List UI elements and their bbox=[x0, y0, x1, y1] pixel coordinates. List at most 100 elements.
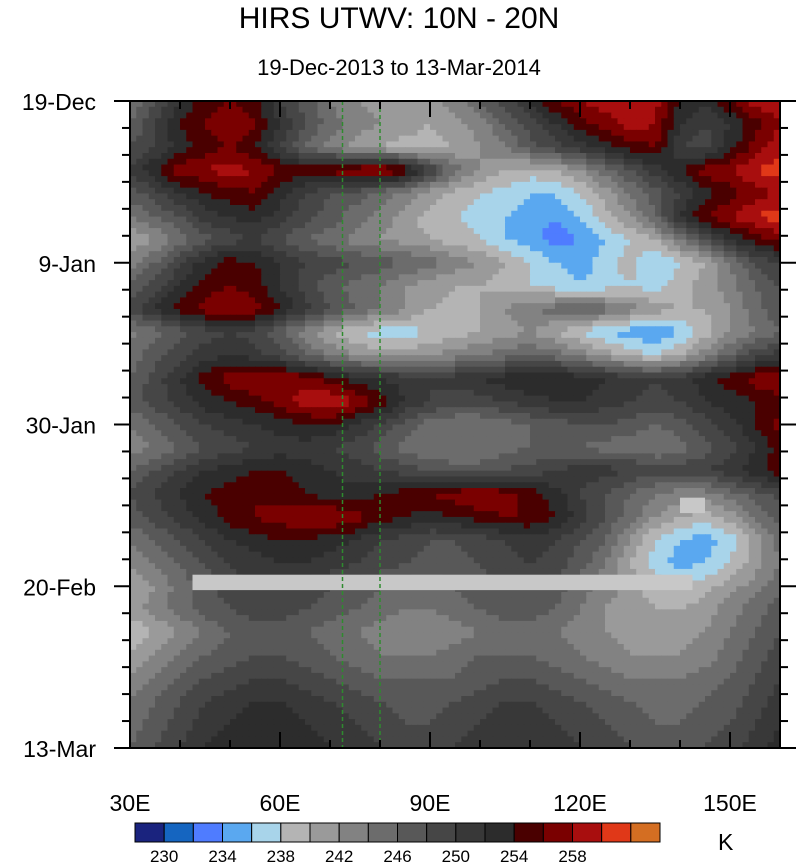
heatmap-cell bbox=[492, 280, 500, 287]
heatmap-cell bbox=[773, 135, 780, 143]
heatmap-cell bbox=[486, 164, 494, 171]
heatmap-cell bbox=[436, 239, 444, 247]
heatmap-cell bbox=[442, 210, 450, 218]
heatmap-cell bbox=[605, 274, 612, 281]
heatmap-cell bbox=[248, 360, 256, 368]
heatmap-cell bbox=[511, 280, 519, 287]
heatmap-cell bbox=[548, 106, 556, 114]
heatmap-cell bbox=[692, 332, 700, 339]
heatmap-cell bbox=[611, 147, 619, 154]
heatmap-cell bbox=[361, 129, 369, 137]
heatmap-cell bbox=[511, 297, 519, 304]
heatmap-cell bbox=[480, 268, 487, 275]
heatmap-cell bbox=[348, 176, 356, 183]
heatmap-cell bbox=[705, 170, 712, 177]
chart-title: HIRS UTWV: 10N - 20N bbox=[238, 2, 560, 35]
heatmap-cell bbox=[461, 245, 469, 252]
heatmap-cell bbox=[448, 129, 456, 137]
heatmap-cell bbox=[211, 233, 219, 241]
heatmap-cell bbox=[330, 204, 337, 212]
heatmap-cell bbox=[417, 164, 425, 171]
heatmap-cell bbox=[636, 372, 644, 379]
heatmap-cell bbox=[611, 256, 619, 264]
heatmap-cell bbox=[423, 124, 431, 131]
heatmap-cell bbox=[442, 135, 450, 143]
heatmap-cell bbox=[298, 332, 306, 339]
heatmap-cell bbox=[330, 291, 337, 299]
heatmap-cell bbox=[392, 245, 400, 252]
heatmap-cell bbox=[223, 216, 231, 223]
heatmap-cell bbox=[217, 187, 225, 195]
heatmap-cell bbox=[230, 176, 237, 183]
heatmap-cell bbox=[423, 343, 431, 351]
heatmap-cell bbox=[736, 187, 744, 195]
heatmap-cell bbox=[161, 326, 169, 333]
heatmap-cell bbox=[192, 118, 200, 125]
heatmap-cell bbox=[661, 228, 669, 235]
heatmap-cell bbox=[223, 297, 231, 304]
heatmap-cell bbox=[367, 135, 375, 143]
heatmap-cell bbox=[467, 285, 475, 293]
heatmap-cell bbox=[505, 280, 512, 287]
heatmap-cell bbox=[723, 158, 731, 166]
heatmap-cell bbox=[355, 280, 362, 287]
heatmap-cell bbox=[692, 228, 700, 235]
heatmap-cell bbox=[480, 262, 487, 270]
heatmap-cell bbox=[223, 222, 231, 229]
heatmap-cell bbox=[423, 181, 431, 189]
heatmap-cell bbox=[748, 210, 756, 218]
heatmap-cell bbox=[386, 314, 394, 322]
heatmap-cell bbox=[748, 141, 756, 148]
heatmap-cell bbox=[673, 332, 681, 339]
heatmap-cell bbox=[348, 222, 356, 229]
heatmap-cell bbox=[617, 135, 625, 143]
heatmap-cell bbox=[617, 303, 625, 310]
heatmap-cell bbox=[255, 366, 262, 374]
heatmap-cell bbox=[723, 372, 731, 379]
heatmap-cell bbox=[242, 262, 250, 270]
heatmap-cell bbox=[717, 228, 725, 235]
heatmap-cell bbox=[442, 233, 450, 241]
heatmap-cell bbox=[155, 141, 162, 148]
heatmap-cell bbox=[405, 216, 412, 223]
heatmap-cell bbox=[148, 337, 156, 345]
heatmap-cell bbox=[717, 245, 725, 252]
heatmap-cell bbox=[380, 181, 387, 189]
heatmap-cell bbox=[723, 303, 731, 310]
heatmap-cell bbox=[367, 152, 375, 160]
heatmap-cell bbox=[205, 118, 212, 125]
heatmap-cell bbox=[223, 112, 231, 119]
heatmap-cell bbox=[292, 193, 300, 200]
heatmap-cell bbox=[286, 262, 294, 270]
heatmap-cell bbox=[417, 320, 425, 327]
heatmap-cell bbox=[155, 170, 162, 177]
heatmap-cell bbox=[511, 314, 519, 322]
heatmap-cell bbox=[692, 360, 700, 368]
heatmap-cell bbox=[355, 337, 362, 345]
heatmap-cell bbox=[517, 349, 525, 356]
heatmap-cell bbox=[417, 222, 425, 229]
heatmap-cell bbox=[705, 256, 712, 264]
heatmap-cell bbox=[267, 291, 275, 299]
heatmap-cell bbox=[130, 326, 137, 333]
heatmap-cell bbox=[742, 181, 750, 189]
heatmap-cell bbox=[586, 106, 594, 114]
heatmap-cell bbox=[742, 303, 750, 310]
heatmap-cell bbox=[711, 210, 719, 218]
heatmap-cell bbox=[223, 129, 231, 137]
heatmap-cell bbox=[161, 303, 169, 310]
heatmap-cell bbox=[661, 256, 669, 264]
heatmap-cell bbox=[561, 176, 569, 183]
heatmap-cell bbox=[561, 239, 569, 247]
heatmap-cell bbox=[548, 187, 556, 195]
heatmap-cell bbox=[573, 118, 581, 125]
heatmap-cell bbox=[361, 193, 369, 200]
heatmap-cell bbox=[642, 222, 650, 229]
heatmap-cell bbox=[448, 135, 456, 143]
heatmap-cell bbox=[548, 308, 556, 316]
heatmap-cell bbox=[248, 222, 256, 229]
heatmap-cell bbox=[148, 355, 156, 362]
heatmap-cell bbox=[192, 101, 200, 108]
heatmap-cell bbox=[530, 216, 537, 223]
heatmap-cell bbox=[436, 291, 444, 299]
